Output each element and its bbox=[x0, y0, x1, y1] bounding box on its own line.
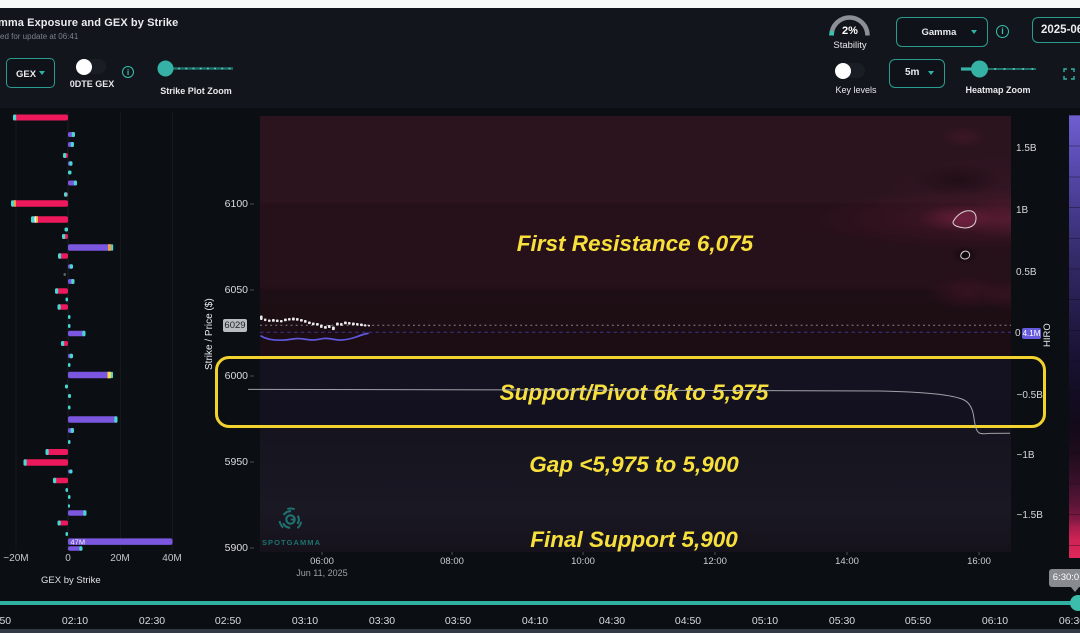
svg-text:47M: 47M bbox=[71, 538, 86, 547]
